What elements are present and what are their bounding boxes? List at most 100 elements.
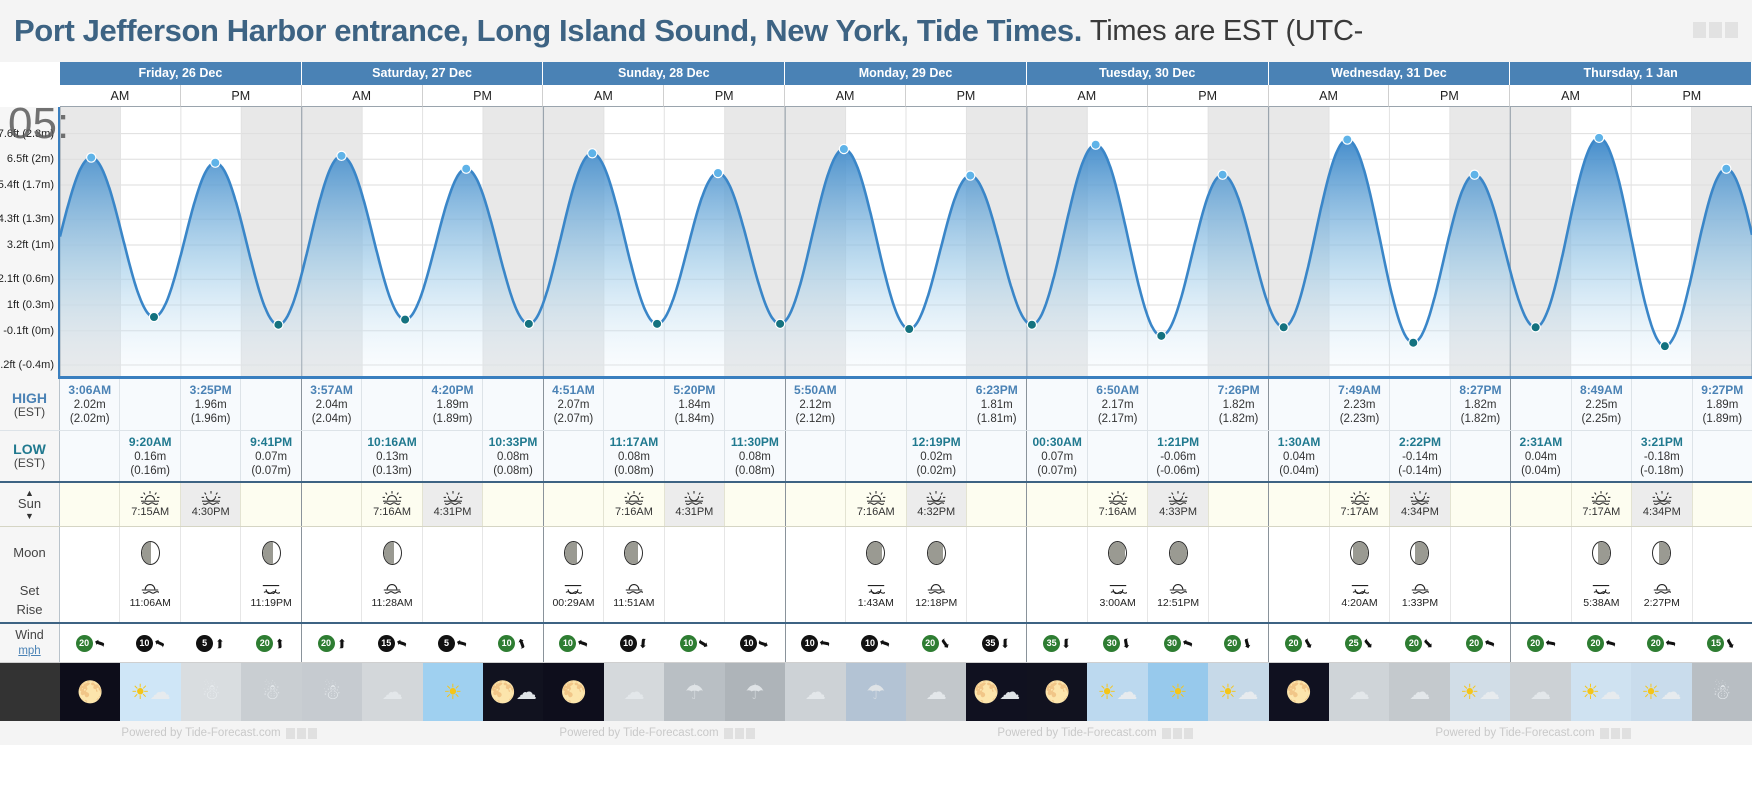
wind-speed-badge: 10 [135, 634, 153, 652]
weather-cell: ☀☁ [1087, 663, 1148, 721]
high-tide-day-group: 5:50AM 2.12m (2.12m) 6:23PM 1.81m (1.81m) [786, 379, 1028, 430]
low-tide-marker [903, 323, 915, 335]
high-tide-cell [120, 379, 181, 430]
moon-cell [604, 527, 665, 579]
high-tide-height: 1.89m [1706, 398, 1739, 411]
sun-cell [1027, 483, 1088, 526]
low-tide-height-alt: (-0.14m) [1398, 464, 1442, 477]
day-header-corner [0, 62, 60, 85]
moonrise-icon [1593, 585, 1611, 595]
weather-sky-bg [241, 663, 302, 721]
weather-cell: ☀ [1147, 663, 1209, 721]
weather-cell: 🌕 [1268, 663, 1330, 721]
weather-sky-bg [1087, 663, 1148, 721]
low-tide-cell [423, 431, 484, 481]
wind-speed-badge: 10 [740, 634, 758, 652]
moon-setrise-cell [302, 579, 363, 622]
low-tide-marker [523, 318, 535, 330]
footer-credit-text: Powered by Tide-Forecast.com [121, 727, 281, 739]
wind-direction-arrow-icon: ➥ [1664, 634, 1678, 652]
low-tide-cell [786, 431, 847, 481]
high-tide-cell [241, 379, 300, 430]
sunset-icon [1410, 491, 1430, 505]
high-tide-height-alt: (1.96m) [190, 412, 231, 425]
sun-cell [241, 483, 300, 526]
sun-cell: 4:33PM [1148, 483, 1209, 526]
wind-cell: 10 ➥ [664, 624, 724, 662]
low-tide-cell [60, 431, 121, 481]
low-tide-time: 2:22PM [1398, 435, 1441, 449]
weather-icon: ☀☁ [1218, 680, 1259, 704]
low-tide-height: 0.07m [1041, 450, 1074, 463]
high-tide-cell: 8:49AM 2.25m (2.25m) [1572, 379, 1633, 430]
sun-cell: 4:34PM [1390, 483, 1451, 526]
moonset-icon [1653, 584, 1672, 594]
moon-cell [120, 527, 181, 579]
wind-cell: 35 ➥ [1027, 624, 1087, 662]
sunrise-time: 7:16AM [1098, 506, 1137, 518]
moon-phase-icon [926, 541, 946, 565]
wind-speed-badge: 35 [981, 634, 999, 652]
high-tide-time: 5:50AM [793, 383, 837, 397]
day-header: Thursday, 1 Jan [1510, 62, 1752, 85]
sun-day-group: 7:17AM 4:34PM [1511, 483, 1752, 526]
high-tide-height-alt: (1.81m) [976, 412, 1017, 425]
logo-icon-1 [1693, 22, 1706, 38]
weather-sky-bg [301, 663, 363, 721]
ampm-cell: PM [906, 85, 1027, 107]
moon-day-group [544, 527, 786, 579]
wind-cell: 20 ➥ [60, 624, 120, 662]
moonrise-icon [1109, 585, 1127, 595]
low-tide-cell [1209, 431, 1268, 481]
sun-day-group: 7:16AM 4:32PM [786, 483, 1028, 526]
moon-event-time: 1:33PM [1401, 597, 1439, 609]
moon-setrise-cell [1451, 579, 1510, 622]
moon-setrise-cell [60, 579, 121, 622]
high-tide-time: 4:51AM [552, 383, 595, 397]
wind-direction-arrow-icon: ➥ [1299, 634, 1318, 652]
wind-direction-arrow-icon: ➥ [1118, 636, 1136, 650]
low-tide-cell: 9:41PM 0.07m (0.07m) [241, 431, 300, 481]
tide-curve-plot [60, 107, 1752, 379]
wind-cell: 20 ➥ [1269, 624, 1329, 662]
sun-cell: 4:34PM [1632, 483, 1693, 526]
sun-cell [60, 483, 121, 526]
moon-setrise-cell [786, 579, 847, 622]
weather-cell: ☃ [301, 663, 363, 721]
high-tide-marker [587, 148, 598, 159]
low-tide-time: 2:31AM [1519, 435, 1563, 449]
sun-label-text: Sun [17, 496, 42, 512]
high-tide-height-alt: (2.12m) [795, 412, 836, 425]
ampm-cell: PM [1631, 85, 1752, 107]
moonset-icon [928, 584, 946, 594]
wind-cell: 20 ➥ [1632, 624, 1692, 662]
high-tide-marker [712, 167, 724, 179]
wind-cell: 10 ➥ [724, 624, 784, 662]
tide-curve-svg [60, 107, 1752, 379]
moon-setrise-cell: 00:29AM [544, 579, 605, 622]
high-tide-height-alt: (1.82m) [1218, 412, 1259, 425]
weather-icon: 🌕 [77, 680, 104, 704]
weather-cell: ☁ [603, 663, 665, 721]
moon-cell [1088, 527, 1149, 579]
low-tide-time: 9:41PM [250, 435, 293, 449]
wind-cell: 25 ➥ [1330, 624, 1390, 662]
moon-phase-icon [1168, 541, 1188, 565]
sun-cell [544, 483, 605, 526]
low-tide-height-alt: (0.04m) [1279, 464, 1319, 477]
sunset-icon [443, 491, 462, 505]
high-tide-height-alt: (2.04m) [311, 412, 352, 425]
wind-day-group: 35 ➥ 30 ➥ 30 ➥ 20 ➥ [1027, 624, 1270, 662]
footer-logo-icons [723, 727, 755, 739]
sunrise-icon [1350, 491, 1369, 505]
wind-unit-link[interactable]: mph [18, 644, 41, 657]
high-tide-cell [362, 379, 423, 430]
moon-cell [544, 527, 605, 579]
weather-day-group: 🌕 ☁ ☁ ☀☁ [1268, 663, 1511, 721]
moon-event-time: 00:29AM [552, 597, 595, 609]
moon-cell [483, 527, 542, 579]
moon-setrise-cell: 11:06AM [120, 579, 181, 622]
wind-direction-arrow-icon: ➥ [997, 637, 1013, 649]
low-tide-marker [1156, 330, 1167, 342]
moonset-icon [1411, 584, 1430, 594]
